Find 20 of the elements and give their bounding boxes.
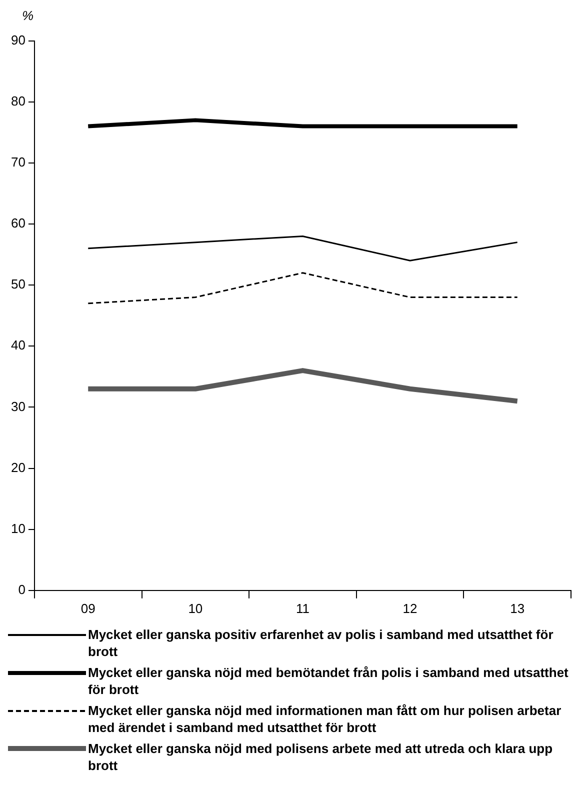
y-tick-label: 20 [10,460,26,475]
y-tick-label: 0 [18,582,26,597]
y-tick-label: 90 [10,32,26,48]
x-tick-label: 11 [296,600,310,616]
legend-label: Mycket eller ganska nöjd med bemötandet från polis i samband med utsatthet för brott [88,664,570,698]
y-tick-label: 50 [10,276,26,292]
legend-label: Mycket eller ganska nöjd med informationen man fått om hur polisen arbetar med ärendet i samband med utsatthet för brott [88,702,562,736]
y-axis-title: % [21,8,35,25]
x-tick-label: 10 [188,600,203,616]
legend-label: Mycket eller ganska positiv erfarenhet av polis i samband med utsatthet för brott [88,626,554,660]
y-tick-label: 70 [10,154,26,170]
y-tick-label: 80 [10,93,26,108]
y-tick-label: 40 [10,338,26,353]
y-tick-label: 30 [10,398,26,414]
x-tick-label: 13 [510,600,525,616]
y-tick-label: 60 [10,216,26,231]
x-tick-label: 12 [402,600,418,616]
legend-label: Mycket eller ganska nöjd med polisens arbete med att utreda och klara upp brott [88,740,554,774]
y-tick-label: 10 [10,520,26,536]
x-tick-label: 09 [80,600,96,616]
